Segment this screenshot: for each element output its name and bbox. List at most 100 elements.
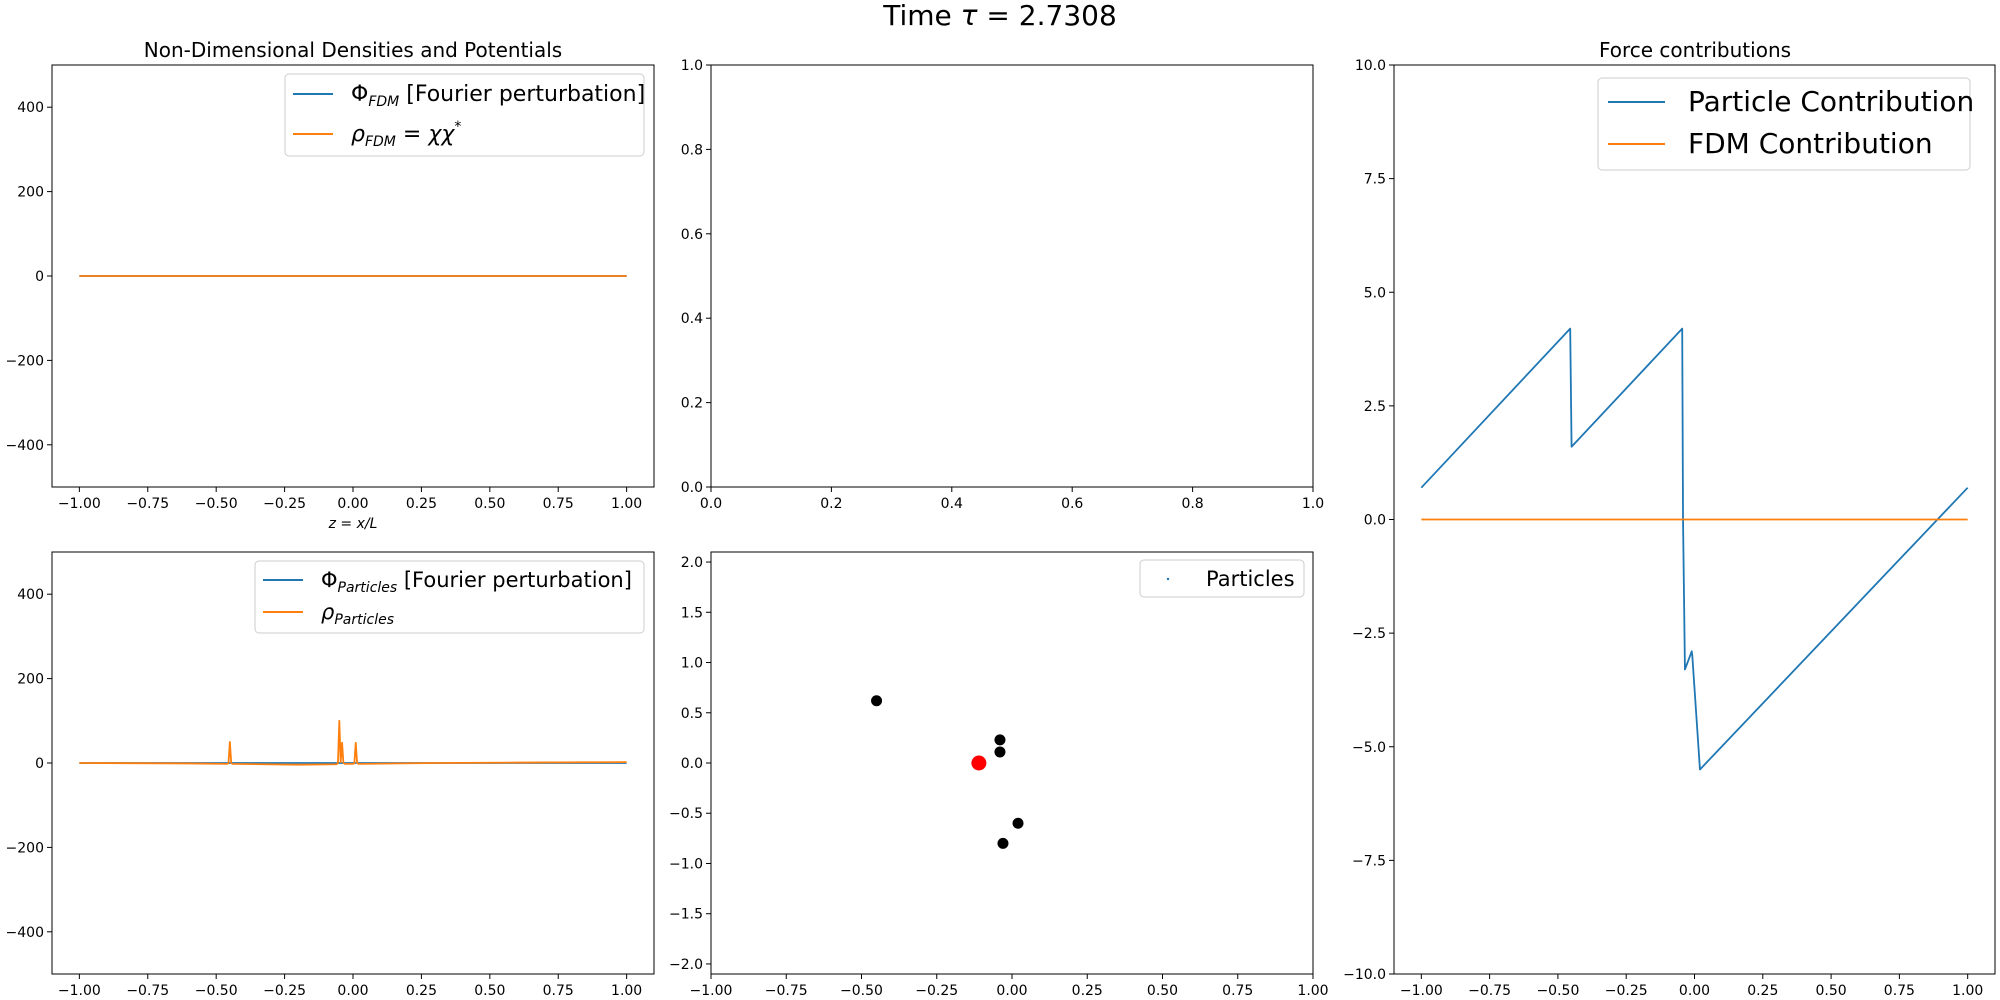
x-tick-label: 0.00 xyxy=(1679,983,1710,999)
x-tick-label: 0.00 xyxy=(996,983,1027,999)
x-tick-label: 0.75 xyxy=(1884,983,1915,999)
y-tick-label: −200 xyxy=(6,840,44,856)
legend-label-rho-fdm: ρFDM = χχ* xyxy=(351,119,461,150)
y-tick-label: −5.0 xyxy=(1352,740,1386,756)
x-tick-label: −0.50 xyxy=(1536,983,1579,999)
y-tick-label: −200 xyxy=(6,353,44,369)
x-tick-label: −1.00 xyxy=(1400,983,1443,999)
x-tick-label: −0.50 xyxy=(840,983,883,999)
panel-phase-space-points xyxy=(871,695,1024,849)
y-tick-label: −400 xyxy=(6,925,44,941)
y-tick-label: −2.0 xyxy=(669,957,703,973)
x-tick-label: −1.00 xyxy=(58,983,101,999)
y-tick-label: 400 xyxy=(17,100,44,116)
panel-particles-density-frame xyxy=(51,551,655,975)
y-tick-label: −0.5 xyxy=(669,806,703,822)
legend-box xyxy=(1597,77,1971,171)
x-tick-label: 0.50 xyxy=(474,983,505,999)
series-line-0 xyxy=(1420,327,1969,771)
y-tick-label: 400 xyxy=(17,587,44,603)
y-tick-label: −10.0 xyxy=(1343,967,1386,983)
x-tick-label: 0.4 xyxy=(941,496,963,512)
y-tick-label: −2.5 xyxy=(1352,626,1386,642)
panel-fdm-legend: ΦFDM [Fourier perturbation] ρFDM = χχ* xyxy=(284,73,645,157)
x-tick-label: 1.0 xyxy=(1302,496,1324,512)
y-tick-label: −1.0 xyxy=(669,856,703,872)
highlight-point xyxy=(971,755,987,771)
y-tick-label: 1.0 xyxy=(681,58,703,74)
panel-forces-title: Force contributions xyxy=(1599,38,1791,62)
panel-forces-frame xyxy=(1393,64,1996,975)
y-tick-label: 200 xyxy=(17,185,44,201)
y-tick-label: 1.5 xyxy=(681,605,703,621)
x-tick-label: −0.50 xyxy=(195,983,238,999)
panel-fdm-title: Non-Dimensional Densities and Potentials xyxy=(144,38,562,62)
x-tick-label: 0.0 xyxy=(700,496,722,512)
legend-label-particle-contribution: Particle Contribution xyxy=(1688,85,1974,118)
x-tick-label: 0.75 xyxy=(1222,983,1253,999)
x-tick-label: 0.8 xyxy=(1181,496,1203,512)
panel-empty-frame xyxy=(710,64,1314,488)
y-tick-label: 5.0 xyxy=(1364,285,1386,301)
y-tick-label: 0 xyxy=(35,269,44,285)
y-tick-label: 10.0 xyxy=(1355,58,1386,74)
y-tick-label: −400 xyxy=(6,438,44,454)
panel-phase-space-legend: Particles xyxy=(1139,559,1305,598)
panel-empty: 0.0 0.2 0.4 0.6 0.8 1.0 0.0 0.2 0.4 0.6 0.8 1.0 xyxy=(681,58,1324,512)
panel-particles-density-lines xyxy=(79,719,627,766)
y-tick-label: 0.2 xyxy=(681,396,703,412)
y-tick-label: −7.5 xyxy=(1352,853,1386,869)
panel-phase-space-frame xyxy=(710,551,1314,975)
legend-label-particles: Particles xyxy=(1206,567,1295,591)
legend-swatch-particles xyxy=(1166,577,1170,581)
particle-point xyxy=(871,695,883,707)
y-tick-label: 1.0 xyxy=(681,656,703,672)
y-tick-label: 2.5 xyxy=(1364,399,1386,415)
legend-box xyxy=(1139,559,1305,598)
x-tick-label: −0.75 xyxy=(126,983,169,999)
panel-fdm-ticks: −1.00 −0.75 −0.50 −0.25 0.00 0.25 0.50 0.75 1.00… xyxy=(6,100,643,512)
y-tick-label: 0.6 xyxy=(681,227,703,243)
particle-point xyxy=(994,746,1006,758)
x-tick-label: 0.50 xyxy=(1147,983,1178,999)
y-tick-label: 7.5 xyxy=(1364,172,1386,188)
panel-forces-ticks: −1.00 −0.75 −0.50 −0.25 0.00 0.25 0.50 0.75 1.00… xyxy=(1343,58,1983,999)
x-tick-label: −0.25 xyxy=(263,496,306,512)
panel-empty-ticks: 0.0 0.2 0.4 0.6 0.8 1.0 0.0 0.2 0.4 0.6 0.8 1.0 xyxy=(681,58,1324,512)
x-tick-label: 0.50 xyxy=(1816,983,1847,999)
panel-fdm: Non-Dimensional Densities and Potentials… xyxy=(6,38,655,532)
y-tick-label: 2.0 xyxy=(681,555,703,571)
series-line-1 xyxy=(79,719,627,766)
x-tick-label: 0.25 xyxy=(406,496,437,512)
x-tick-label: −0.75 xyxy=(126,496,169,512)
x-tick-label: −0.50 xyxy=(195,496,238,512)
legend-label-fdm-contribution: FDM Contribution xyxy=(1688,127,1933,160)
x-tick-label: 0.25 xyxy=(406,983,437,999)
particle-point xyxy=(994,734,1006,746)
x-tick-label: −0.75 xyxy=(1468,983,1511,999)
legend-box xyxy=(284,73,645,157)
y-tick-label: 0.0 xyxy=(1364,513,1386,529)
panel-fdm-xlabel: z = x/L xyxy=(328,516,378,532)
x-tick-label: −0.25 xyxy=(915,983,958,999)
panel-fdm-frame xyxy=(51,64,655,488)
panel-particles-density-legend: ΦParticles [Fourier perturbation] ρParti… xyxy=(254,560,645,634)
x-tick-label: 0.6 xyxy=(1061,496,1083,512)
y-tick-label: 0.8 xyxy=(681,142,703,158)
y-tick-label: 0.0 xyxy=(681,480,703,496)
panel-forces-lines xyxy=(1420,327,1969,771)
x-tick-label: 1.00 xyxy=(611,983,642,999)
x-tick-label: 0.75 xyxy=(543,496,574,512)
x-tick-label: 1.00 xyxy=(1297,983,1328,999)
y-tick-label: −1.5 xyxy=(669,907,703,923)
x-tick-label: −0.75 xyxy=(765,983,808,999)
x-tick-label: 0.00 xyxy=(337,983,368,999)
y-tick-label: 0 xyxy=(35,756,44,772)
panel-phase-space-ticks: −1.00 −0.75 −0.50 −0.25 0.00 0.25 0.50 0.75 1.00… xyxy=(669,555,1329,999)
panel-forces: Force contributions −1.00 −0.75 −0.50 −0.25… xyxy=(1343,38,1996,999)
x-tick-label: 0.00 xyxy=(337,496,368,512)
panel-particles-density: −1.00 −0.75 −0.50 −0.25 0.00 0.25 0.50 0.75 1.00… xyxy=(6,551,655,999)
panel-phase-space: −1.00 −0.75 −0.50 −0.25 0.00 0.25 0.50 0.75 1.00… xyxy=(669,551,1329,999)
legend-label-phi-particles: ΦParticles [Fourier perturbation] xyxy=(321,568,632,596)
